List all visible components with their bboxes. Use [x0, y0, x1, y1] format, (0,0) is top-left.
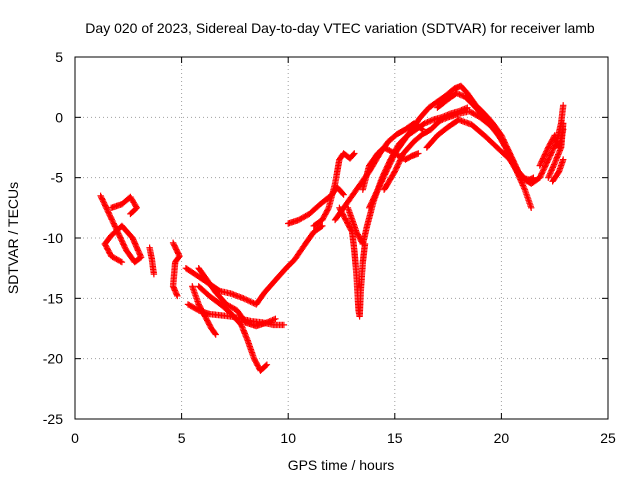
- data-point-track: [336, 204, 369, 320]
- series-track-5: [182, 222, 326, 308]
- y-tick-label: -5: [51, 170, 64, 186]
- tick-labels: 0 5 10 15 20 25 -25 -20 -15 -10 -5 0 5: [43, 49, 616, 446]
- x-tick-label: 0: [71, 430, 79, 446]
- series-track-7: [195, 283, 271, 374]
- y-tick-label: 0: [55, 109, 63, 125]
- data-point-track: [97, 192, 145, 266]
- y-tick-label: 5: [55, 49, 63, 65]
- x-tick-label: 10: [280, 430, 296, 446]
- series-track-9: [189, 283, 219, 338]
- series-track-22: [549, 156, 567, 185]
- series-track-11: [310, 150, 358, 230]
- data-point-track: [434, 90, 567, 187]
- data-point-track: [182, 222, 326, 308]
- series-track-2: [108, 193, 140, 218]
- y-tick-label: -10: [43, 230, 63, 246]
- data-point-track: [549, 156, 567, 185]
- data-point-track: [146, 244, 158, 278]
- data-point-track: [195, 283, 271, 374]
- data-point-track: [310, 150, 358, 230]
- y-tick-label: -15: [43, 290, 63, 306]
- series-track-12: [336, 204, 369, 320]
- y-tick-label: -25: [43, 411, 63, 427]
- data-point-track: [189, 283, 219, 338]
- y-axis-label: SDTVAR / TECUs: [5, 182, 21, 294]
- data-point-track: [108, 193, 140, 218]
- y-tick-label: -20: [43, 351, 63, 367]
- data-point-track: [195, 265, 279, 330]
- grid-lines: [75, 57, 608, 419]
- chart-title: Day 020 of 2023, Sidereal Day-to-day VTE…: [85, 20, 595, 36]
- series-track-1: [97, 192, 145, 266]
- series-track-21: [545, 120, 567, 181]
- series-track-16: [366, 82, 537, 211]
- data-point-track: [169, 239, 183, 300]
- x-tick-label: 25: [600, 430, 616, 446]
- data-markers: [97, 82, 567, 374]
- data-point-track: [366, 82, 537, 211]
- data-point-track: [545, 120, 567, 181]
- series-track-8: [195, 265, 279, 330]
- axes: [74, 56, 609, 420]
- x-tick-label: 15: [387, 430, 403, 446]
- x-axis-label: GPS time / hours: [288, 457, 395, 473]
- series-track-3: [146, 244, 158, 278]
- x-tick-label: 20: [494, 430, 510, 446]
- x-tick-label: 5: [178, 430, 186, 446]
- plot-frame: [74, 56, 609, 420]
- series-track-19: [434, 90, 567, 187]
- series-track-4: [169, 239, 183, 300]
